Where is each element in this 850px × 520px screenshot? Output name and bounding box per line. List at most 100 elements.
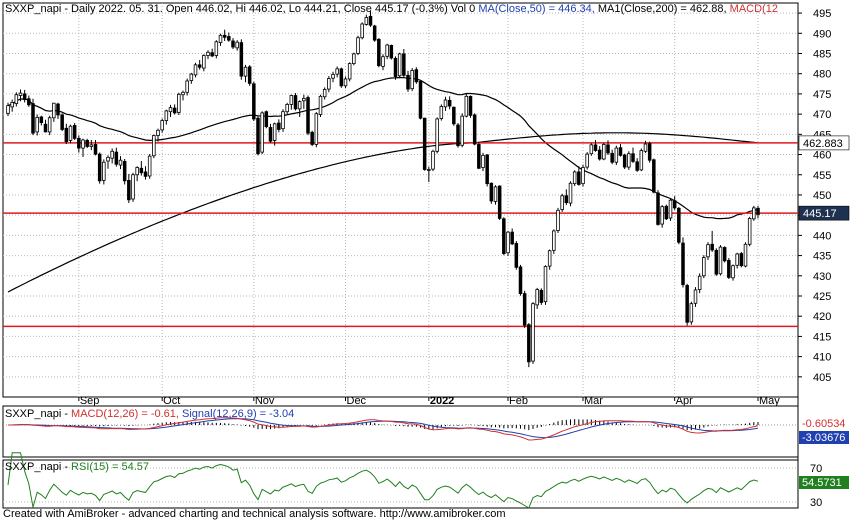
candle-body [356, 37, 360, 54]
macd-title: SXXP_napi - MACD(12,26) = -0.61, Signal(… [5, 408, 294, 420]
candle-body [189, 73, 194, 81]
candle-body [710, 243, 714, 251]
x-tick-label: Feb [509, 395, 528, 407]
candle-body [314, 113, 319, 145]
candle-body [327, 78, 331, 90]
candle-body [22, 93, 27, 100]
candle-body [47, 117, 52, 133]
candle-body [410, 70, 414, 90]
candle-body [172, 107, 177, 114]
x-tick-label: Nov [255, 395, 275, 407]
candle-body [10, 102, 14, 108]
candle-body [477, 144, 481, 169]
rsi-tick-30: 30 [810, 497, 822, 509]
candle-body [135, 167, 139, 176]
candle-body [72, 125, 77, 139]
candle-body [60, 114, 64, 130]
candle-body [127, 180, 131, 201]
candle-body [110, 150, 114, 159]
candle-body [393, 57, 398, 77]
candle-body [102, 161, 106, 181]
candle-body [281, 111, 285, 130]
candle-body [418, 80, 423, 119]
candle-body [652, 159, 656, 193]
candle-body [560, 195, 564, 210]
candle-body [689, 303, 694, 323]
candle-body [43, 123, 48, 133]
svg-text:-3.03676: -3.03676 [802, 432, 845, 444]
candle-body [531, 303, 535, 362]
candle-body [639, 150, 644, 171]
candle-body [497, 185, 502, 219]
candle-body [556, 209, 560, 231]
candle-body [402, 53, 406, 76]
candle-body [235, 41, 239, 49]
x-tick-label: 2022 [430, 395, 454, 407]
candle-body [156, 129, 160, 136]
candle-body [368, 15, 373, 26]
candle-body [14, 94, 19, 105]
candle-body [252, 83, 256, 120]
candle-body [627, 153, 631, 168]
x-tick-label: Mar [584, 395, 603, 407]
price-tag-value: 462.883 [803, 138, 843, 150]
candle-body [472, 114, 477, 145]
candle-body [377, 38, 381, 67]
x-tick-label: Oct [163, 395, 180, 407]
candle-body [272, 123, 277, 141]
candle-body [606, 144, 610, 154]
candle-body [364, 17, 369, 25]
candle-body [677, 207, 681, 243]
candle-body [681, 242, 685, 286]
candle-body [443, 99, 448, 108]
footer-credit: Created with AmiBroker - advanced charti… [3, 508, 506, 520]
candle-body [585, 153, 589, 168]
candle-body [643, 143, 648, 152]
candle-body [664, 205, 669, 220]
y-tick-label: 420 [813, 311, 831, 323]
candle-body [535, 289, 539, 306]
candle-body [422, 117, 427, 170]
candle-body [347, 63, 352, 80]
y-tick-label: 410 [813, 352, 831, 364]
candle-body [35, 116, 39, 133]
candle-body [85, 139, 89, 147]
candle-body [331, 74, 335, 79]
candle-body [602, 144, 606, 160]
y-tick-label: 450 [813, 190, 831, 202]
candle-body [685, 285, 689, 323]
candle-body [68, 125, 73, 141]
x-tick-label: May [759, 395, 780, 407]
macd-line [7, 417, 759, 441]
candle-body [427, 169, 431, 171]
candle-body [118, 159, 123, 166]
candle-body [260, 112, 264, 153]
candle-body [702, 257, 706, 277]
candle-body [706, 244, 710, 258]
candle-body [39, 116, 44, 124]
candle-body [89, 144, 94, 147]
candle-body [197, 64, 202, 68]
candle-body [360, 23, 364, 39]
y-tick-label: 415 [813, 331, 831, 343]
candle-body [485, 154, 489, 185]
candle-body [264, 111, 269, 128]
candle-body [514, 243, 519, 268]
candle-body [214, 41, 219, 56]
candle-body [193, 64, 198, 76]
candle-body [202, 55, 206, 69]
candle-body [93, 144, 98, 155]
candle-body [668, 199, 673, 219]
candle-body [302, 97, 306, 102]
candle-body [227, 36, 231, 41]
candle-body [431, 150, 435, 170]
candle-body [552, 230, 556, 251]
candle-body [452, 106, 456, 125]
candle-body [27, 98, 31, 106]
candle-body [747, 217, 752, 245]
y-tick-label: 435 [813, 251, 831, 263]
candle-body [481, 154, 485, 168]
candle-body [564, 195, 569, 204]
candle-body [231, 40, 235, 48]
candle-body [597, 149, 602, 160]
